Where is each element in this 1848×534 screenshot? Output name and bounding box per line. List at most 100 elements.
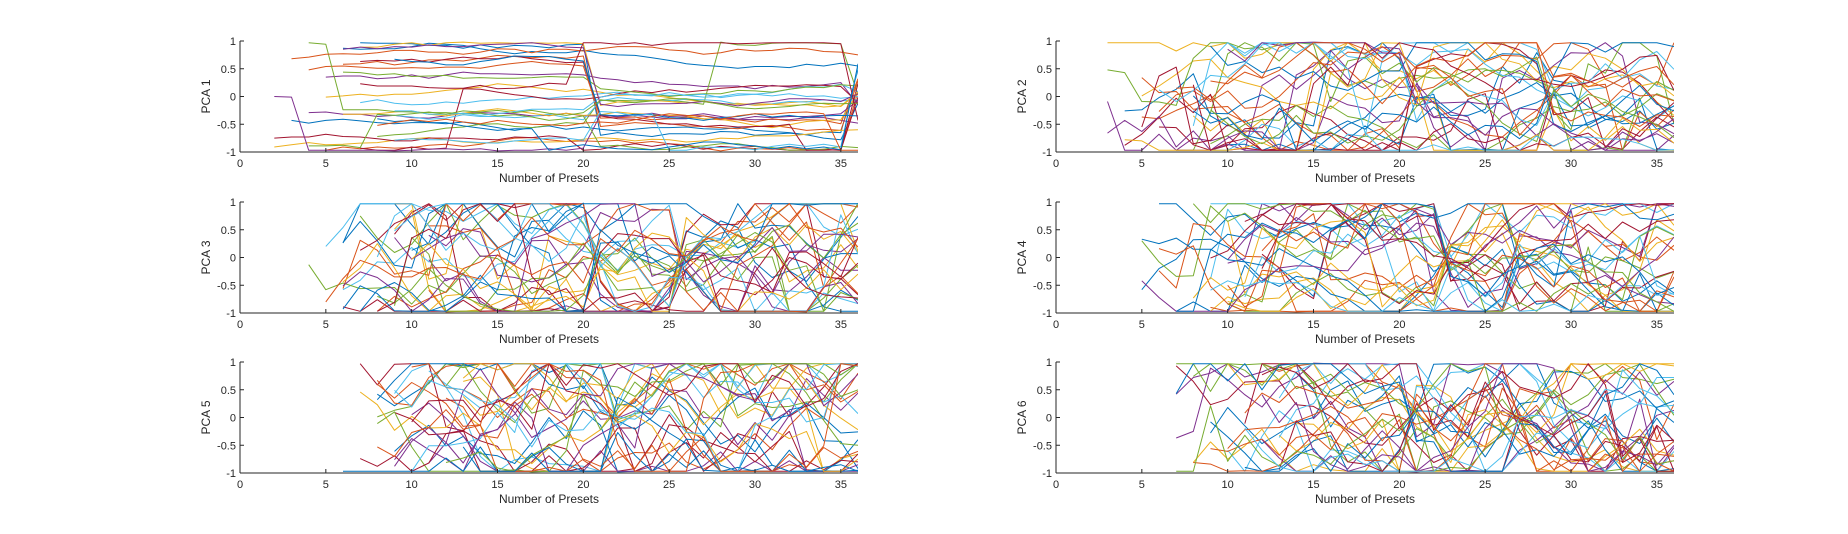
x-tick-label: 25 — [663, 158, 675, 170]
x-tick-label: 25 — [1479, 479, 1491, 491]
x-tick-label: 10 — [406, 319, 418, 331]
series-line — [377, 363, 858, 469]
x-tick-label: 15 — [1307, 319, 1319, 331]
series-line — [394, 208, 858, 312]
x-tick-label: 30 — [749, 479, 761, 491]
series-line — [1261, 363, 1674, 472]
x-tick-label: 25 — [663, 319, 675, 331]
x-tick-label: 0 — [237, 158, 243, 170]
x-tick-label: 25 — [1479, 158, 1491, 170]
y-tick-label: -0.5 — [217, 440, 236, 452]
x-tick-label: 20 — [1393, 479, 1405, 491]
series-line — [1175, 365, 1674, 472]
x-tick-label: 15 — [1307, 158, 1319, 170]
series-line — [360, 42, 858, 121]
series-line — [411, 363, 858, 472]
series-line — [1210, 81, 1674, 145]
series-line — [394, 202, 858, 312]
x-tick-label: 20 — [1393, 158, 1405, 170]
series-line — [342, 203, 858, 312]
series-line — [359, 363, 858, 472]
x-tick-label: 20 — [1393, 319, 1405, 331]
y-tick-label: 0 — [230, 92, 236, 104]
x-tick-label: 35 — [835, 319, 847, 331]
y-tick-label: -1 — [226, 308, 236, 320]
series-line — [1210, 203, 1674, 305]
y-tick-label: 0 — [1046, 92, 1052, 104]
series-line — [274, 129, 858, 148]
series-line — [445, 363, 858, 472]
series-line — [377, 203, 858, 312]
series-line — [411, 203, 858, 312]
series-line — [394, 401, 858, 472]
series-line — [394, 66, 858, 151]
series-line — [1141, 205, 1674, 312]
pca-panel-5: 0 5 10 15 20 25 30 35 -1 -0.5 0 0.5 1 Number of Prese… — [199, 357, 858, 506]
series-line — [1175, 219, 1674, 312]
y-axis-label: PCA 2 — [1015, 79, 1029, 113]
series-group — [1141, 203, 1674, 313]
series-line — [411, 232, 858, 312]
series-group — [1175, 362, 1674, 473]
series-line — [1244, 377, 1674, 472]
series-line — [1159, 203, 1674, 312]
y-tick-label: 0 — [1046, 253, 1052, 265]
series-line — [1158, 203, 1674, 312]
series-line — [1227, 203, 1674, 312]
series-line — [377, 97, 858, 121]
series-line — [360, 41, 858, 108]
series-line — [1210, 93, 1674, 151]
series-line — [1244, 203, 1674, 305]
series-line — [342, 202, 858, 312]
x-tick-label: 0 — [1053, 158, 1059, 170]
series-line — [376, 203, 858, 312]
series-line — [1192, 42, 1674, 151]
x-tick-label: 15 — [1307, 479, 1319, 491]
x-tick-label: 30 — [749, 319, 761, 331]
series-line — [1227, 41, 1674, 151]
x-axis-label: Number of Presets — [1315, 332, 1415, 346]
x-tick-label: 35 — [835, 479, 847, 491]
pca-panel-3: 0 5 10 15 20 25 30 35 -1 -0.5 0 0.5 1 Number of Prese… — [199, 197, 858, 346]
y-tick-label: 1 — [1046, 36, 1052, 48]
series-group — [343, 363, 858, 473]
y-tick-label: 1 — [1046, 357, 1052, 369]
y-tick-label: 0.5 — [1037, 225, 1052, 237]
y-tick-label: -1 — [1042, 468, 1052, 480]
series-line — [1210, 42, 1674, 132]
y-tick-label: 1 — [230, 357, 236, 369]
y-tick-label: -0.5 — [217, 280, 236, 292]
series-line — [1158, 219, 1674, 312]
y-axis-label: PCA 5 — [199, 400, 213, 434]
y-tick-label: -1 — [1042, 147, 1052, 159]
x-tick-label: 35 — [1651, 158, 1663, 170]
series-line — [1141, 203, 1674, 312]
y-tick-label: -0.5 — [1033, 280, 1052, 292]
pca-panel-6: 0 5 10 15 20 25 30 35 -1 -0.5 0 0.5 1 Number of Prese… — [1015, 357, 1674, 506]
x-tick-label: 0 — [1053, 479, 1059, 491]
y-axis-label: PCA 3 — [199, 240, 213, 274]
y-tick-label: 0 — [230, 253, 236, 265]
x-tick-label: 30 — [749, 158, 761, 170]
y-tick-label: -1 — [1042, 308, 1052, 320]
y-tick-label: 0.5 — [221, 225, 236, 237]
x-tick-label: 5 — [323, 479, 329, 491]
x-tick-label: 30 — [1565, 479, 1577, 491]
series-line — [1192, 42, 1674, 151]
x-tick-label: 25 — [1479, 319, 1491, 331]
series-line — [1193, 42, 1674, 142]
series-group — [308, 202, 858, 313]
y-tick-label: -0.5 — [1033, 119, 1052, 131]
series-line — [394, 363, 858, 467]
series-line — [377, 363, 858, 473]
y-tick-label: 0 — [230, 413, 236, 425]
series-line — [463, 363, 858, 473]
series-line — [1141, 203, 1674, 312]
y-tick-label: 0.5 — [221, 385, 236, 397]
series-line — [411, 363, 858, 472]
series-line — [1176, 42, 1674, 107]
series-line — [342, 71, 858, 97]
series-line — [1210, 42, 1674, 151]
series-line — [1176, 203, 1674, 312]
series-line — [1210, 42, 1674, 136]
